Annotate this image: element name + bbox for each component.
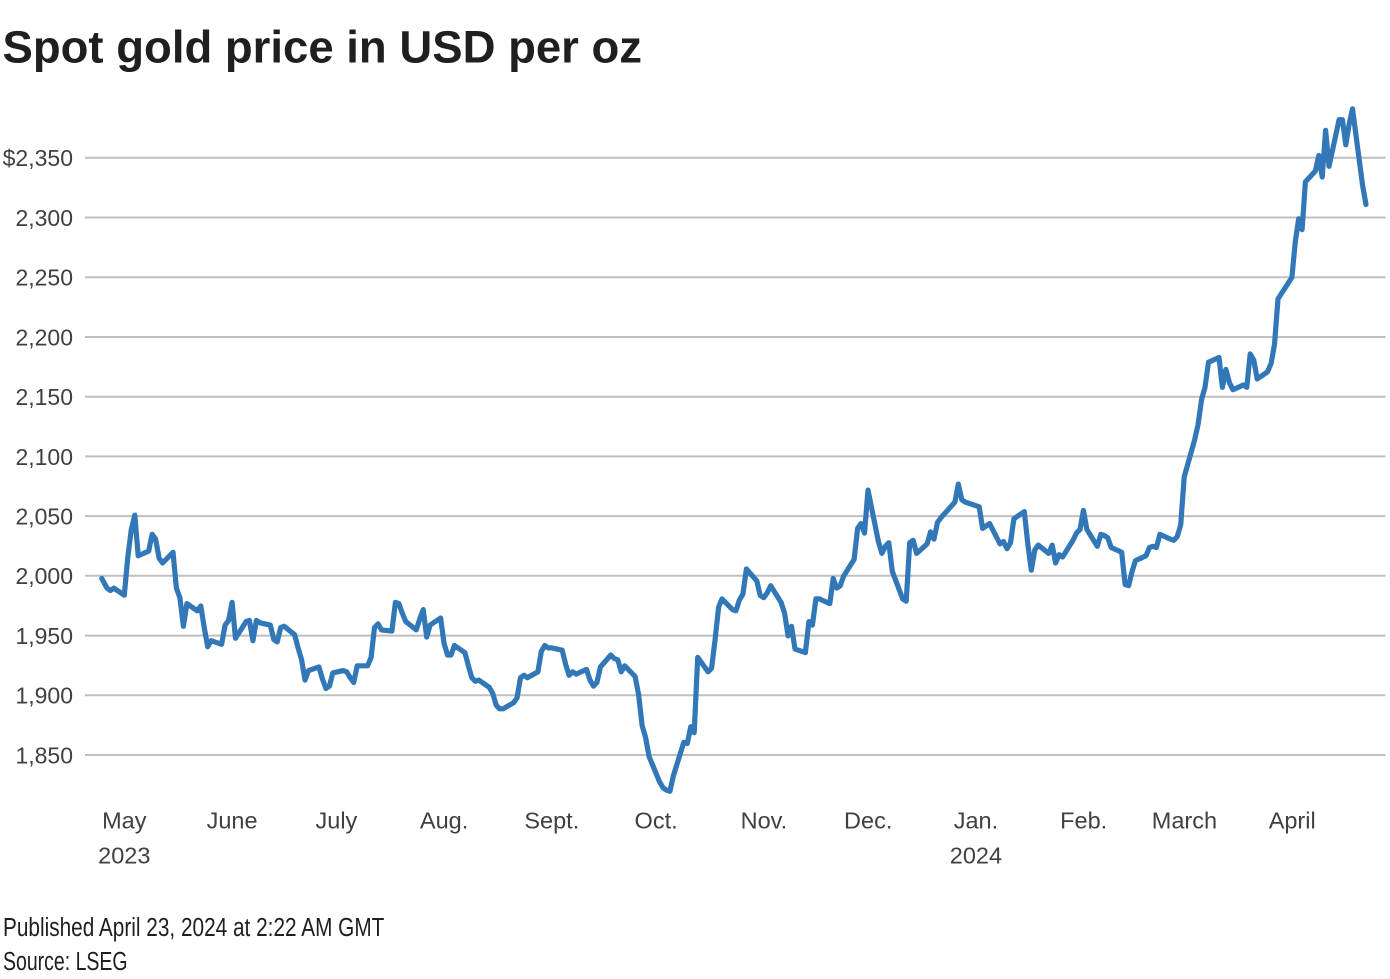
svg-text:Nov.: Nov. (741, 808, 788, 834)
svg-text:Source: LSEG: Source: LSEG (3, 946, 128, 975)
svg-text:March: March (1152, 808, 1217, 834)
svg-text:$2,350: $2,350 (3, 145, 73, 171)
svg-text:June: June (207, 808, 258, 834)
svg-text:2,250: 2,250 (15, 265, 73, 291)
svg-text:Published April 23, 2024 at 2:: Published April 23, 2024 at 2:22 AM GMT (3, 913, 384, 942)
svg-text:2,050: 2,050 (15, 504, 73, 530)
svg-text:April: April (1269, 808, 1316, 834)
svg-text:1,950: 1,950 (15, 623, 73, 649)
svg-text:Aug.: Aug. (420, 808, 468, 834)
svg-text:1,900: 1,900 (15, 683, 73, 709)
svg-text:2,300: 2,300 (15, 205, 73, 231)
svg-text:July: July (316, 808, 358, 834)
svg-text:Jan.: Jan. (954, 808, 998, 834)
svg-text:Oct.: Oct. (635, 808, 678, 834)
svg-text:2,150: 2,150 (15, 384, 73, 410)
svg-text:Sept.: Sept. (524, 808, 579, 834)
svg-text:2023: 2023 (98, 843, 150, 869)
svg-text:May: May (102, 808, 147, 834)
svg-text:2,100: 2,100 (15, 444, 73, 470)
svg-text:Dec.: Dec. (844, 808, 892, 834)
svg-text:1,850: 1,850 (15, 742, 73, 768)
svg-text:2024: 2024 (950, 843, 1002, 869)
svg-text:Spot gold price in USD per oz: Spot gold price in USD per oz (3, 22, 643, 73)
svg-text:2,200: 2,200 (15, 324, 73, 350)
svg-text:2,000: 2,000 (15, 563, 73, 589)
svg-text:Feb.: Feb. (1060, 808, 1107, 834)
